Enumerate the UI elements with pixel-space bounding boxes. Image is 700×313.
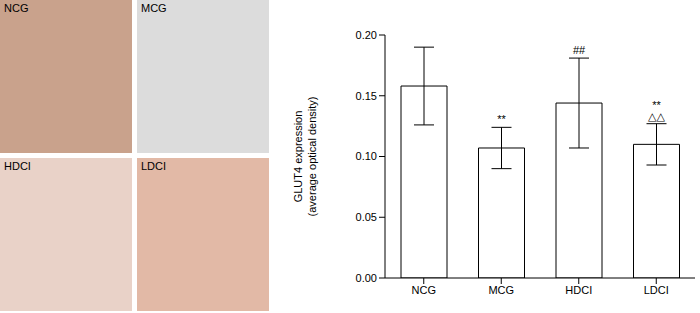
svg-text:**: ** — [497, 113, 506, 125]
html-text:MCG: MCG — [141, 2, 167, 14]
svg-text:##: ## — [573, 44, 586, 56]
svg-text:0.10: 0.10 — [356, 150, 377, 162]
svg-text:GLUT4 expression: GLUT4 expression — [292, 111, 304, 203]
svg-text:△△: △△ — [648, 110, 665, 122]
svg-text:HDCI: HDCI — [565, 284, 592, 296]
svg-text:0.20: 0.20 — [356, 29, 377, 41]
svg-text:MCG: MCG — [488, 284, 514, 296]
html-text:NCG: NCG — [4, 2, 29, 14]
svg-text:NCG: NCG — [412, 284, 436, 296]
svg-text:0.05: 0.05 — [356, 211, 377, 223]
svg-text:0.00: 0.00 — [356, 272, 377, 284]
svg-text:(average optical density): (average optical density) — [306, 97, 318, 217]
html-text:LDCI: LDCI — [141, 160, 167, 172]
svg-text:LDCI: LDCI — [644, 284, 669, 296]
svg-text:0.15: 0.15 — [356, 90, 377, 102]
html-text:HDCI: HDCI — [4, 160, 31, 172]
